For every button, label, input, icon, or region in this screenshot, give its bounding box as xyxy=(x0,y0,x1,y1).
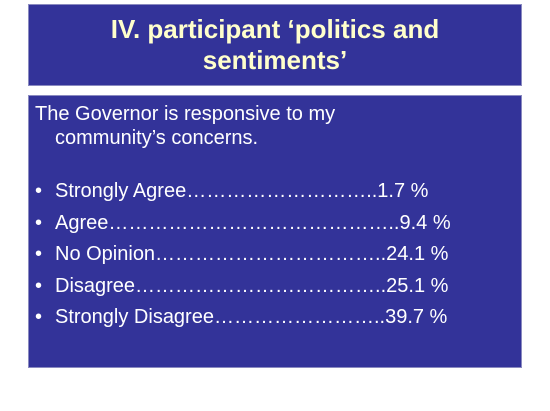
bullet: • xyxy=(35,180,43,202)
list-item: • Agree……………………………………..9.4 % xyxy=(29,208,521,240)
list-item: • Strongly Disagree……………………..39.7 % xyxy=(29,302,521,334)
item-text: Strongly Agree………………………..1.7 % xyxy=(55,180,429,202)
slide-title: IV. participant ‘politics and sentiments… xyxy=(110,14,440,75)
item-text: Strongly Disagree……………………..39.7 % xyxy=(55,306,448,328)
item-text: Disagree………………………………..25.1 % xyxy=(55,274,449,297)
bullet: • xyxy=(35,274,43,297)
list-item: • Strongly Agree………………………..1.7 % xyxy=(29,176,521,208)
body-box: The Governor is responsive to my communi… xyxy=(28,95,522,368)
title-box: IV. participant ‘politics and sentiments… xyxy=(28,4,522,86)
item-list: • Strongly Agree………………………..1.7 % • Agree………… xyxy=(29,176,521,334)
bullet: • xyxy=(35,243,43,265)
item-text: No Opinion……………………………..24.1 % xyxy=(55,243,449,265)
bullet: • xyxy=(35,306,43,328)
list-item: • Disagree………………………………..25.1 % xyxy=(29,271,521,303)
item-text: Agree……………………………………..9.4 % xyxy=(55,211,451,234)
statement: The Governor is responsive to my communi… xyxy=(35,103,336,149)
list-item: • No Opinion……………………………..24.1 % xyxy=(29,239,521,271)
bullet: • xyxy=(35,211,43,234)
